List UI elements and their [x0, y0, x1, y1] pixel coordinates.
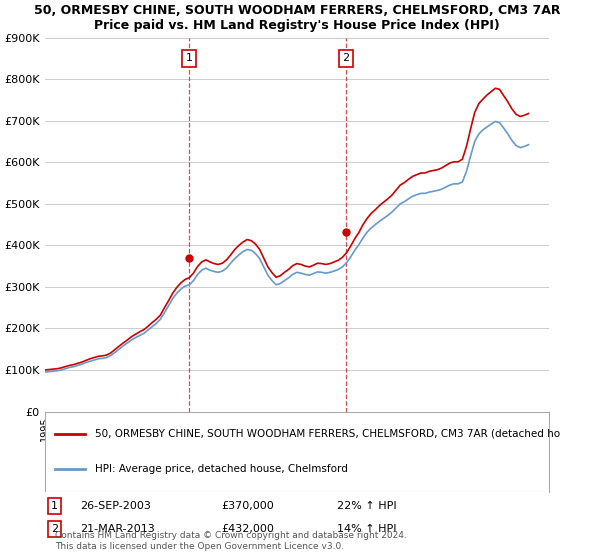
Text: HPI: Average price, detached house, Chelmsford: HPI: Average price, detached house, Chel… — [95, 464, 348, 474]
Text: 14% ↑ HPI: 14% ↑ HPI — [337, 524, 397, 534]
Text: 2: 2 — [51, 524, 58, 534]
Text: Contains HM Land Registry data © Crown copyright and database right 2024.
This d: Contains HM Land Registry data © Crown c… — [55, 531, 406, 550]
Text: 21-MAR-2013: 21-MAR-2013 — [80, 524, 155, 534]
Text: 1: 1 — [185, 53, 193, 63]
Text: 2: 2 — [343, 53, 350, 63]
Text: 1: 1 — [51, 501, 58, 511]
Text: £432,000: £432,000 — [221, 524, 274, 534]
Text: 22% ↑ HPI: 22% ↑ HPI — [337, 501, 397, 511]
Text: 26-SEP-2003: 26-SEP-2003 — [80, 501, 151, 511]
Text: 50, ORMESBY CHINE, SOUTH WOODHAM FERRERS, CHELMSFORD, CM3 7AR (detached ho: 50, ORMESBY CHINE, SOUTH WOODHAM FERRERS… — [95, 429, 560, 439]
Title: 50, ORMESBY CHINE, SOUTH WOODHAM FERRERS, CHELMSFORD, CM3 7AR
Price paid vs. HM : 50, ORMESBY CHINE, SOUTH WOODHAM FERRERS… — [34, 4, 560, 32]
Text: £370,000: £370,000 — [221, 501, 274, 511]
